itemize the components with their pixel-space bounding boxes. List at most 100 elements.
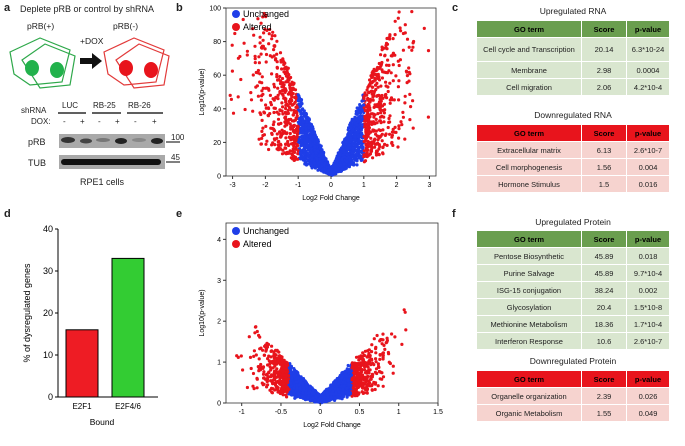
unchanged-point — [305, 144, 309, 148]
altered-point — [270, 34, 274, 38]
altered-point — [375, 103, 379, 107]
altered-point — [384, 43, 388, 48]
altered-point — [382, 115, 386, 119]
altered-point — [374, 117, 378, 121]
altered-point — [283, 120, 287, 124]
altered-point — [286, 139, 290, 144]
unchanged-point — [360, 125, 364, 129]
altered-point — [403, 23, 407, 27]
unchanged-point — [348, 157, 352, 161]
go-term-cell: Cell morphogenesis — [476, 158, 582, 176]
x-tick-label: E2F1 — [72, 402, 92, 411]
altered-point — [370, 142, 374, 146]
altered-point — [293, 96, 297, 100]
score-cell: 6.13 — [581, 141, 627, 159]
altered-point — [387, 63, 391, 67]
altered-point — [239, 354, 243, 358]
altered-point — [366, 365, 370, 369]
altered-point — [254, 353, 258, 357]
altered-point — [363, 368, 367, 372]
altered-point — [293, 100, 297, 104]
altered-point — [405, 74, 409, 78]
altered-point — [284, 106, 288, 111]
unchanged-point — [307, 129, 311, 133]
unchanged-point — [325, 170, 329, 174]
lane-rb26: RB-26 — [128, 101, 151, 110]
altered-point — [259, 98, 263, 102]
altered-point — [267, 42, 271, 46]
altered-point — [261, 348, 265, 352]
altered-point — [275, 65, 279, 69]
altered-point — [270, 37, 274, 41]
altered-point — [252, 349, 256, 353]
altered-point — [367, 113, 371, 117]
altered-point — [275, 132, 279, 136]
altered-point — [407, 45, 411, 49]
altered-point — [410, 48, 414, 52]
altered-point — [290, 152, 294, 156]
altered-point — [426, 115, 430, 119]
unchanged-point — [300, 126, 304, 130]
altered-point — [372, 363, 376, 367]
unchanged-point — [347, 143, 351, 147]
altered-point — [272, 85, 277, 89]
unchanged-point — [351, 146, 355, 150]
altered-point — [411, 99, 415, 103]
altered-point — [279, 79, 283, 83]
unchanged-point — [340, 157, 344, 162]
altered-point — [284, 142, 288, 146]
cell-neg-label: pRB(-) — [113, 21, 139, 31]
altered-point — [368, 83, 372, 87]
lane-underlines — [58, 112, 163, 114]
altered-point — [362, 106, 366, 110]
unchanged-point — [301, 123, 305, 127]
unchanged-point — [357, 139, 361, 143]
unchanged-point — [313, 131, 317, 136]
altered-point — [253, 57, 257, 61]
unchanged-point — [300, 117, 304, 121]
unchanged-point — [355, 123, 359, 127]
marker-ticks — [166, 141, 180, 163]
altered-point — [265, 28, 269, 32]
unchanged-point — [310, 163, 314, 167]
altered-point — [378, 96, 382, 100]
table-row: Cell migration 2.06 4.2*10-4 — [476, 78, 670, 96]
x-axis-label: Log2 Fold Change — [302, 195, 360, 202]
altered-point — [262, 353, 267, 357]
altered-point — [281, 57, 285, 61]
altered-point — [273, 34, 277, 38]
unchanged-point — [316, 161, 320, 165]
unchanged-point — [348, 123, 352, 127]
altered-point — [274, 57, 278, 61]
unchanged-point — [332, 170, 336, 174]
altered-point — [288, 136, 292, 140]
altered-point — [373, 137, 377, 141]
altered-point — [268, 112, 272, 116]
altered-point — [374, 351, 378, 355]
unchanged-point — [305, 152, 310, 156]
altered-point — [372, 92, 376, 96]
altered-point — [253, 44, 257, 48]
altered-point — [389, 54, 393, 58]
altered-point — [390, 135, 394, 139]
altered-point — [365, 355, 369, 359]
unchanged-point — [300, 154, 305, 158]
altered-point — [258, 335, 262, 339]
altered-point — [410, 10, 414, 14]
unchanged-point — [302, 148, 306, 153]
altered-point — [285, 71, 289, 75]
altered-point — [405, 81, 409, 85]
altered-point — [401, 31, 405, 36]
altered-point — [279, 133, 283, 137]
altered-point — [295, 142, 299, 146]
dox-label: DOX: — [31, 117, 51, 126]
altered-point — [363, 91, 367, 95]
altered-point — [364, 146, 368, 150]
unchanged-point — [344, 160, 349, 164]
altered-point — [391, 79, 395, 83]
y-tick-label: 40 — [43, 224, 53, 234]
unchanged-point — [327, 165, 331, 169]
altered-point — [409, 105, 413, 109]
blot-row-tub-label: TUB — [28, 158, 46, 168]
